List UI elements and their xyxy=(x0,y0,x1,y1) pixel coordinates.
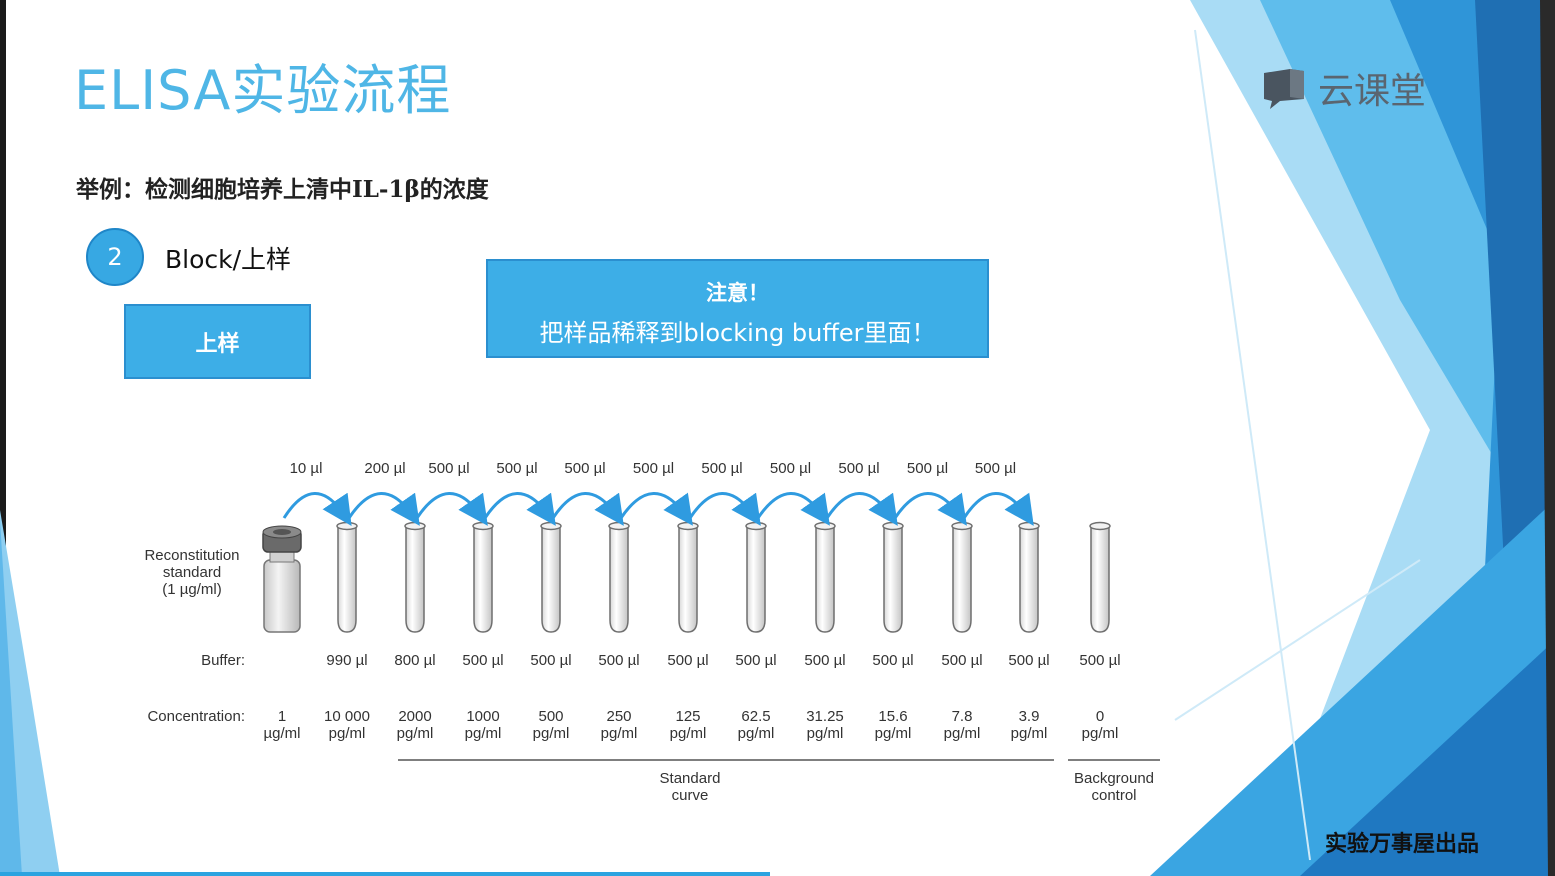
concentration-label: 125 pg/ml xyxy=(669,708,707,742)
slide-title: ELISA实验流程 xyxy=(74,59,452,122)
test-tube-icon xyxy=(951,521,973,633)
buffer-volume-label: 500 µl xyxy=(872,652,914,669)
transfer-arrow xyxy=(415,492,488,526)
transfer-volume-label: 10 µl xyxy=(289,460,323,477)
buffer-volume-label: 800 µl xyxy=(394,652,436,669)
test-tube-icon xyxy=(882,521,904,633)
transfer-volume-label: 500 µl xyxy=(906,460,949,477)
transfer-volume-label: 200 µl xyxy=(364,460,406,477)
test-tube-icon xyxy=(336,521,358,633)
concentration-label: 31.25 pg/ml xyxy=(806,708,844,742)
buffer-volume-label: 500 µl xyxy=(1079,652,1121,669)
logo: 云课堂 xyxy=(1260,62,1426,114)
concentration-label: 62.5 pg/ml xyxy=(737,708,775,742)
note-box: 注意！ 把样品稀释到blocking buffer里面！ xyxy=(486,259,989,358)
load-sample-box: 上样 xyxy=(124,304,311,379)
test-tube-icon xyxy=(1018,521,1040,633)
test-tube-icon xyxy=(608,521,630,633)
concentration-label: 500 pg/ml xyxy=(532,708,570,742)
transfer-volume-label: 500 µl xyxy=(838,460,880,477)
transfer-arrow xyxy=(619,492,693,526)
test-tube-icon xyxy=(677,521,699,633)
buffer-volume-label: 500 µl xyxy=(530,652,572,669)
note-text: 把样品稀释到blocking buffer里面！ xyxy=(539,319,936,347)
example-text: 举例：检测细胞培养上清中IL-1β的浓度 xyxy=(76,176,489,203)
concentration-label: 10 000 pg/ml xyxy=(324,708,370,742)
concentration-label: 7.8 pg/ml xyxy=(943,708,981,742)
buffer-volume-label: 500 µl xyxy=(941,652,983,669)
buffer-volume-label: 500 µl xyxy=(735,652,777,669)
transfer-arrow xyxy=(825,492,898,526)
concentration-label: 3.9 pg/ml xyxy=(1010,708,1048,742)
test-tube-icon xyxy=(745,521,767,633)
transfer-volume-label: 500 µl xyxy=(564,460,606,477)
chat-bubble-icon xyxy=(1264,69,1304,109)
buffer-volume-label: 500 µl xyxy=(462,652,504,669)
buffer-volume-label: 500 µl xyxy=(1008,652,1050,669)
transfer-arrow xyxy=(347,492,420,526)
note-title: 注意！ xyxy=(706,280,769,305)
standard-label: Reconstitution standard (1 µg/ml) xyxy=(144,547,240,598)
buffer-volume-label: 500 µl xyxy=(598,652,640,669)
transfer-volume-label: 500 µl xyxy=(974,460,1017,477)
video-progress-bar[interactable] xyxy=(0,872,770,876)
transfer-volume-label: 500 µl xyxy=(632,460,675,477)
transfer-arrow xyxy=(282,492,352,526)
transfer-volume-label: 500 µl xyxy=(428,460,470,477)
test-tube-icon xyxy=(814,521,836,633)
test-tube-icon xyxy=(1089,521,1111,633)
standard-vial-icon xyxy=(262,525,302,633)
concentration-label: 0 pg/ml xyxy=(1081,708,1119,742)
transfer-arrow xyxy=(756,492,830,526)
test-tube-icon xyxy=(472,521,494,633)
logo-text: 云课堂 xyxy=(1318,71,1427,112)
footer-watermark: 实验万事屋出品 xyxy=(1325,831,1480,857)
transfer-arrow xyxy=(483,492,556,526)
step-label: Block/上样 xyxy=(165,245,292,274)
test-tube-icon xyxy=(404,521,426,633)
transfer-arrow xyxy=(551,492,624,526)
buffer-volume-label: 500 µl xyxy=(667,652,709,669)
transfer-volume-label: 500 µl xyxy=(496,460,538,477)
transfer-arrow xyxy=(893,492,967,526)
buffer-volume-label: 990 µl xyxy=(326,652,368,669)
standard-curve-label: Standard curve xyxy=(659,770,721,804)
concentration-label: 1000 pg/ml xyxy=(464,708,502,742)
buffer-header: Buffer: xyxy=(201,652,245,669)
concentration-label: 15.6 pg/ml xyxy=(874,708,912,742)
step-number-badge: 2 xyxy=(86,228,144,286)
buffer-volume-label: 500 µl xyxy=(804,652,846,669)
transfer-arrow xyxy=(962,492,1034,526)
concentration-label: 250 pg/ml xyxy=(600,708,638,742)
test-tube-icon xyxy=(540,521,562,633)
concentration-label: 1 µg/ml xyxy=(263,708,301,742)
transfer-arrow xyxy=(688,492,761,526)
left-frame-edge xyxy=(0,0,6,876)
transfer-volume-label: 500 µl xyxy=(769,460,812,477)
transfer-volume-label: 500 µl xyxy=(701,460,743,477)
background-control-label: Background control xyxy=(1073,770,1155,804)
concentration-header: Concentration: xyxy=(147,708,245,725)
concentration-label: 2000 pg/ml xyxy=(396,708,434,742)
